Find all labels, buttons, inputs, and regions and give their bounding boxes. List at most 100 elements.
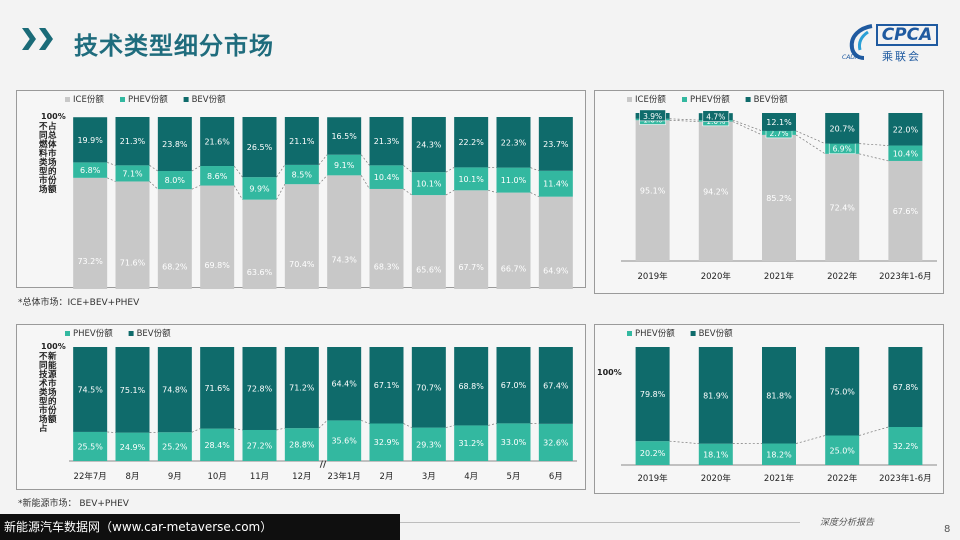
bar-segment	[242, 177, 277, 200]
bar-segment	[73, 162, 108, 178]
data-label: 10.1%	[458, 175, 484, 184]
bar-segment	[411, 172, 446, 196]
bar-segment	[538, 347, 573, 424]
bar-segment	[496, 192, 531, 289]
data-label: 69.8%	[204, 261, 230, 270]
bar-segment	[496, 423, 531, 461]
data-label: 22.2%	[458, 138, 484, 147]
x-axis-tick-label: 2022年	[827, 271, 858, 282]
logo-small-text: CADA	[842, 54, 860, 61]
series-connector-line	[107, 162, 116, 166]
bar-segment	[369, 188, 404, 289]
legend-swatch	[128, 331, 134, 336]
bar-segment	[411, 347, 446, 428]
legend-swatch	[745, 97, 751, 102]
bar-segment	[635, 347, 670, 442]
bar-segment	[888, 347, 923, 428]
footer-tag: 深度分析报告	[820, 518, 875, 528]
data-label: 71.6%	[204, 384, 230, 393]
bar-segment	[888, 145, 923, 161]
legend-label: PHEV份额	[73, 328, 113, 339]
data-label: 10.4%	[374, 173, 400, 182]
bar-segment	[496, 167, 531, 193]
data-label: 81.9%	[703, 391, 729, 400]
legend-swatch	[627, 331, 632, 336]
series-connector-line	[234, 428, 243, 431]
chart-yearly-total-market: ICE份额PHEV份额BEV份额95.1%1.0%3.9%2019年94.2%1…	[621, 94, 937, 282]
bar-segment	[327, 154, 362, 176]
bar-segment	[762, 113, 796, 131]
data-label-box	[639, 109, 666, 122]
data-label: 8.0%	[165, 176, 186, 185]
data-label: 72.4%	[829, 203, 855, 212]
legend-label: PHEV份额	[635, 328, 675, 339]
data-label: 65.6%	[416, 266, 442, 275]
bar-segment	[115, 432, 150, 461]
slide-header: 技术类型细分市场 CPCA 乘联会 CADA	[0, 0, 960, 80]
x-axis-tick-label: 2020年	[701, 473, 732, 484]
bar-segment	[115, 181, 150, 289]
data-label: 21.6%	[204, 138, 230, 147]
data-label: 74.8%	[162, 386, 188, 395]
footer-divider	[400, 522, 800, 523]
data-label: 31.2%	[458, 439, 484, 448]
data-label: 11.0%	[501, 176, 527, 185]
series-connector-line	[318, 154, 328, 166]
data-label: 23.8%	[162, 140, 188, 149]
series-connector-line	[732, 119, 763, 132]
bar-segment	[115, 117, 150, 166]
data-label: 32.6%	[543, 438, 569, 447]
data-label: 24.3%	[416, 141, 442, 150]
legend-label: ICE份额	[635, 94, 666, 105]
bar-segment	[200, 428, 235, 461]
data-label: 10.1%	[416, 180, 442, 189]
data-label: 25.5%	[77, 442, 103, 451]
x-axis-tick-label: 3月	[422, 472, 436, 482]
bar-segment	[538, 423, 573, 461]
data-label: 20.7%	[829, 124, 855, 133]
bar-segment	[200, 185, 235, 289]
bar-segment	[157, 189, 192, 289]
legend-label: BEV份额	[192, 94, 227, 105]
bar-segment	[157, 432, 192, 461]
x-axis-tick-label: 23年1月	[328, 471, 361, 482]
bar-segment	[73, 117, 108, 163]
x-axis-tick-label: 2023年1-6月	[879, 473, 932, 484]
x-axis-tick-label: 22年7月	[74, 471, 107, 482]
bar-segment	[284, 117, 319, 165]
legend-label: ICE份额	[73, 94, 104, 105]
bar-segment	[538, 170, 573, 197]
bar-segment	[454, 347, 489, 426]
data-label: 85.2%	[766, 194, 792, 203]
bar-segment	[115, 347, 150, 433]
legend-label: BEV份额	[137, 328, 172, 339]
bar-segment	[73, 431, 108, 461]
data-label: 18.2%	[766, 450, 792, 459]
bar-segment	[825, 153, 860, 261]
data-label: 21.3%	[120, 137, 146, 146]
data-label: 79.8%	[640, 390, 666, 399]
data-label: 72.8%	[247, 384, 273, 393]
data-label: 9.1%	[334, 161, 355, 170]
series-connector-line	[318, 175, 328, 185]
data-label: 27.2%	[247, 441, 273, 450]
x-axis-tick-label: 2019年	[638, 271, 669, 282]
legend-label: BEV份额	[754, 94, 789, 105]
data-label: 73.2%	[77, 257, 103, 266]
bar-segment	[635, 441, 670, 465]
series-connector-line	[859, 153, 889, 162]
bar-segment	[762, 347, 796, 444]
y-axis-label-column: 不同技术类型市场占	[38, 352, 48, 434]
bar-segment	[454, 190, 489, 289]
series-connector-line	[360, 154, 370, 166]
bar-segment	[327, 420, 362, 461]
bar-segment	[157, 171, 192, 190]
bar-segment	[888, 113, 923, 146]
legend-label: PHEV份额	[690, 94, 730, 105]
bar-segment	[454, 425, 489, 461]
series-connector-line	[669, 119, 699, 122]
series-connector-line	[732, 121, 763, 136]
bar-segment	[327, 117, 362, 155]
data-label: 22.3%	[501, 138, 527, 147]
